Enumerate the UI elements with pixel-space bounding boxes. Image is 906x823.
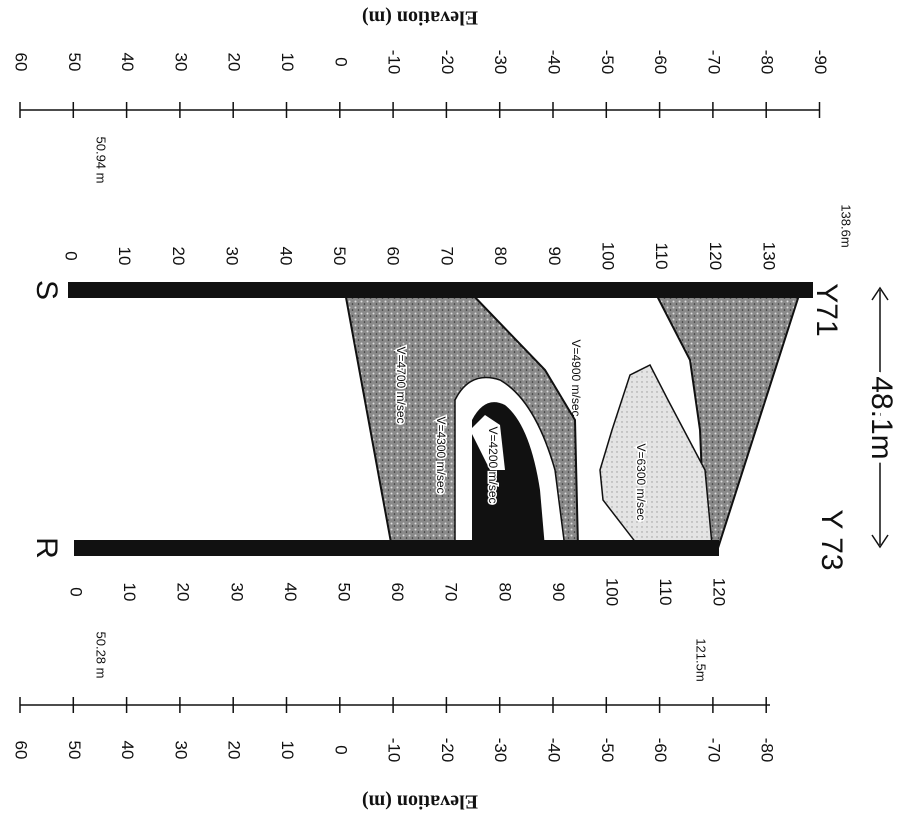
- figure: 6050403020100-10-20-30-40-50-60-70-80-90…: [0, 0, 906, 823]
- depth-label: 10: [120, 583, 139, 602]
- depth-label: 90: [545, 247, 564, 266]
- total-depth: 138.6m: [839, 204, 854, 247]
- tick-label: 50: [65, 53, 84, 72]
- page: {"elevation_axis_top": {"title": "Elevat…: [0, 0, 906, 823]
- depth-label: 120: [706, 242, 725, 270]
- depth-label: 10: [115, 247, 134, 266]
- depth-label: 30: [223, 247, 242, 266]
- borehole-name: Y71: [810, 283, 843, 336]
- tick-label: -80: [758, 50, 777, 75]
- borehole-label: S: [30, 280, 63, 300]
- depth-label: 0: [67, 587, 86, 596]
- marker-label: 50.94 m: [94, 137, 109, 184]
- tick-label: -90: [811, 50, 830, 75]
- tick-label: -50: [598, 50, 617, 75]
- tick-label: -80: [758, 738, 777, 763]
- borehole-r: [74, 540, 719, 556]
- depth-label: 70: [437, 247, 456, 266]
- tick-label: -40: [545, 50, 564, 75]
- tick-label: -20: [438, 50, 457, 75]
- depth-label: 60: [388, 583, 407, 602]
- tick-label: 0: [331, 745, 350, 754]
- depth-label: 80: [495, 583, 514, 602]
- tick-label: -30: [491, 738, 510, 763]
- tick-label: -60: [651, 738, 670, 763]
- distance-label: 48.1m: [865, 376, 898, 459]
- tick-label: 30: [171, 53, 190, 72]
- tick-label: -30: [491, 50, 510, 75]
- tick-label: 40: [118, 741, 137, 760]
- velocity-label: V=4300 m/sec: [434, 416, 448, 493]
- tick-label: 60: [12, 741, 31, 760]
- tick-label: 30: [171, 741, 190, 760]
- depth-label: 110: [656, 578, 675, 605]
- tick-label: -70: [704, 50, 723, 75]
- depth-label: 120: [710, 578, 729, 606]
- tick-label: 50: [65, 741, 84, 760]
- tick-label: 60: [12, 53, 31, 72]
- depth-label: 0: [62, 251, 81, 260]
- depth-label: 60: [384, 247, 403, 266]
- depth-label: 130: [760, 242, 779, 270]
- depth-label: 110: [652, 242, 671, 269]
- depth-label: 20: [174, 583, 193, 602]
- depth-label: 50: [330, 247, 349, 266]
- velocity-label: V=4900 m/sec: [569, 339, 583, 416]
- axis-title: Elevation (m): [362, 790, 478, 812]
- tick-label: 10: [278, 741, 297, 760]
- tick-label: 20: [225, 741, 244, 760]
- marker-label: 50.28 m: [94, 632, 109, 679]
- total-depth: 121.5m: [694, 638, 709, 681]
- tick-label: -70: [704, 738, 723, 763]
- tick-label: -10: [385, 50, 404, 75]
- depth-label: 100: [599, 242, 618, 270]
- velocity-label: V=6300 m/sec: [634, 443, 648, 520]
- depth-label: 30: [227, 583, 246, 602]
- tick-label: -40: [545, 738, 564, 763]
- depth-label: 20: [169, 247, 188, 266]
- tick-label: 10: [278, 53, 297, 72]
- tick-label: -10: [385, 738, 404, 763]
- depth-label: 50: [335, 583, 354, 602]
- depth-label: 80: [491, 247, 510, 266]
- axis-title: Elevation (m): [362, 6, 478, 28]
- borehole-label: R: [30, 537, 63, 559]
- depth-label: 100: [603, 578, 622, 606]
- tick-label: 20: [225, 53, 244, 72]
- tick-label: 0: [331, 57, 350, 66]
- depth-label: 90: [549, 583, 568, 602]
- velocity-label: V=4200 m/sec: [486, 426, 500, 503]
- velocity-label: V=4700 m/sec: [394, 346, 408, 423]
- tick-label: -60: [651, 50, 670, 75]
- borehole-s: [68, 282, 813, 298]
- tick-label: -20: [438, 738, 457, 763]
- depth-label: 40: [276, 247, 295, 266]
- depth-label: 40: [281, 583, 300, 602]
- tick-label: 40: [118, 53, 137, 72]
- borehole-name: Y 73: [815, 509, 848, 570]
- tick-label: -50: [598, 738, 617, 763]
- depth-label: 70: [442, 583, 461, 602]
